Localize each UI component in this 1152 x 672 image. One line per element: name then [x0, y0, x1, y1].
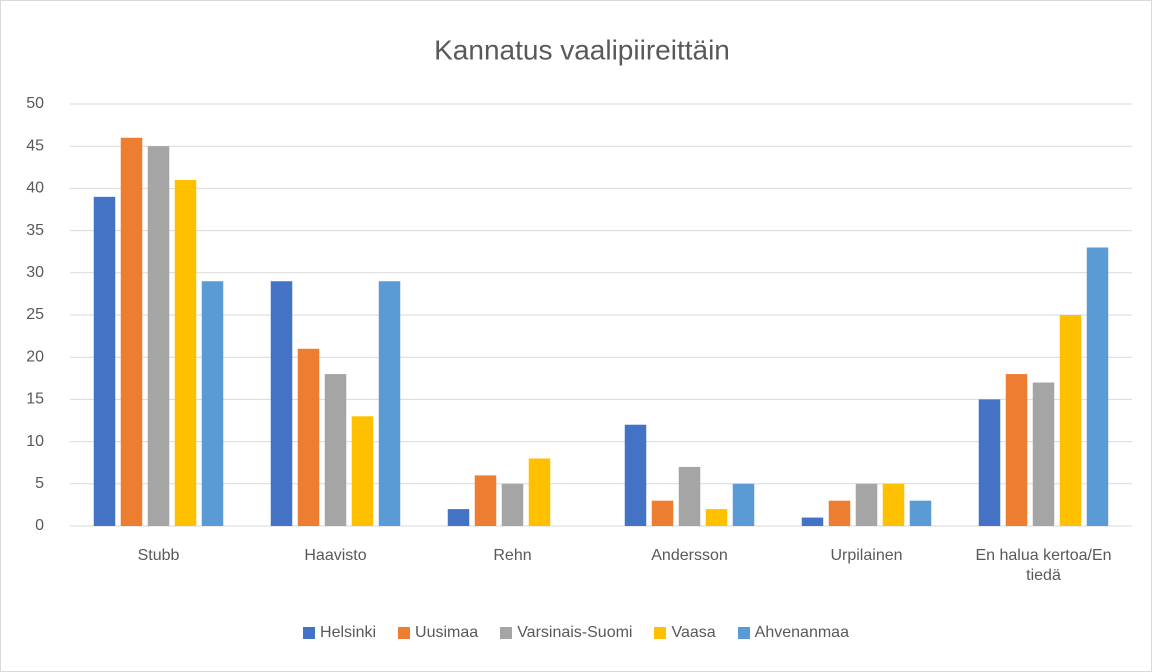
bar — [501, 483, 524, 526]
y-tick-label: 25 — [26, 306, 44, 323]
chart-title: Kannatus vaalipiireittäin — [434, 34, 730, 65]
legend-item: Uusimaa — [398, 624, 478, 642]
bar — [882, 483, 905, 526]
bar — [270, 281, 293, 526]
legend-item: Helsinki — [303, 624, 376, 642]
legend-label: Varsinais-Suomi — [517, 624, 633, 641]
y-tick-label: 20 — [26, 348, 44, 365]
legend-label: Uusimaa — [415, 624, 479, 641]
y-tick-label: 0 — [35, 517, 44, 534]
bar — [474, 475, 497, 526]
bar — [351, 416, 374, 526]
legend: Helsinki Uusimaa Varsinais-Suomi Vaasa Ahven… — [0, 624, 1152, 642]
legend-label: Ahvenanmaa — [754, 624, 849, 641]
bar — [705, 509, 728, 526]
legend-item: Vaasa — [654, 624, 716, 642]
bar — [651, 500, 674, 526]
legend-swatch — [303, 627, 316, 639]
bar — [1086, 247, 1109, 527]
x-tick-label: Urpilainen — [830, 547, 903, 564]
bar — [978, 399, 1001, 526]
bar — [201, 281, 224, 526]
y-tick-label: 35 — [26, 222, 44, 239]
x-tick-label: Haavisto — [304, 547, 367, 564]
legend-item: Ahvenanmaa — [737, 624, 849, 642]
bar — [120, 137, 143, 526]
legend-swatch — [500, 627, 513, 639]
bar — [174, 179, 197, 526]
bar — [528, 458, 551, 526]
y-tick-label: 40 — [26, 180, 44, 197]
legend-swatch — [398, 627, 411, 639]
bar — [297, 348, 320, 526]
legend-swatch — [654, 627, 667, 639]
bar — [801, 517, 824, 526]
bar — [93, 196, 116, 526]
legend-label: Vaasa — [671, 624, 716, 641]
x-tick-label: Stubb — [137, 547, 180, 564]
y-tick-label: 15 — [26, 391, 44, 408]
y-tick-label: 5 — [35, 475, 44, 492]
bar — [1032, 382, 1055, 526]
bar — [147, 146, 170, 526]
bar — [855, 483, 878, 526]
bar — [678, 466, 701, 526]
bar — [1059, 315, 1082, 526]
bar — [324, 374, 347, 526]
y-tick-label: 30 — [26, 264, 44, 281]
bar — [732, 483, 755, 526]
x-tick-label: Andersson — [651, 547, 728, 564]
bar — [378, 281, 401, 526]
bar — [828, 500, 851, 526]
x-tick-label: En halua kertoa/En tiedä — [975, 547, 1112, 584]
legend-swatch — [737, 627, 750, 639]
bar — [447, 509, 470, 526]
legend-item: Varsinais-Suomi — [500, 624, 632, 642]
y-tick-label: 50 — [26, 95, 44, 112]
y-tick-label: 45 — [26, 137, 44, 154]
y-tick-label: 10 — [26, 433, 44, 450]
legend-label: Helsinki — [320, 624, 377, 641]
bar — [909, 500, 932, 526]
bar — [624, 424, 647, 526]
x-tick-label: Rehn — [493, 547, 532, 564]
bar — [1005, 374, 1028, 526]
